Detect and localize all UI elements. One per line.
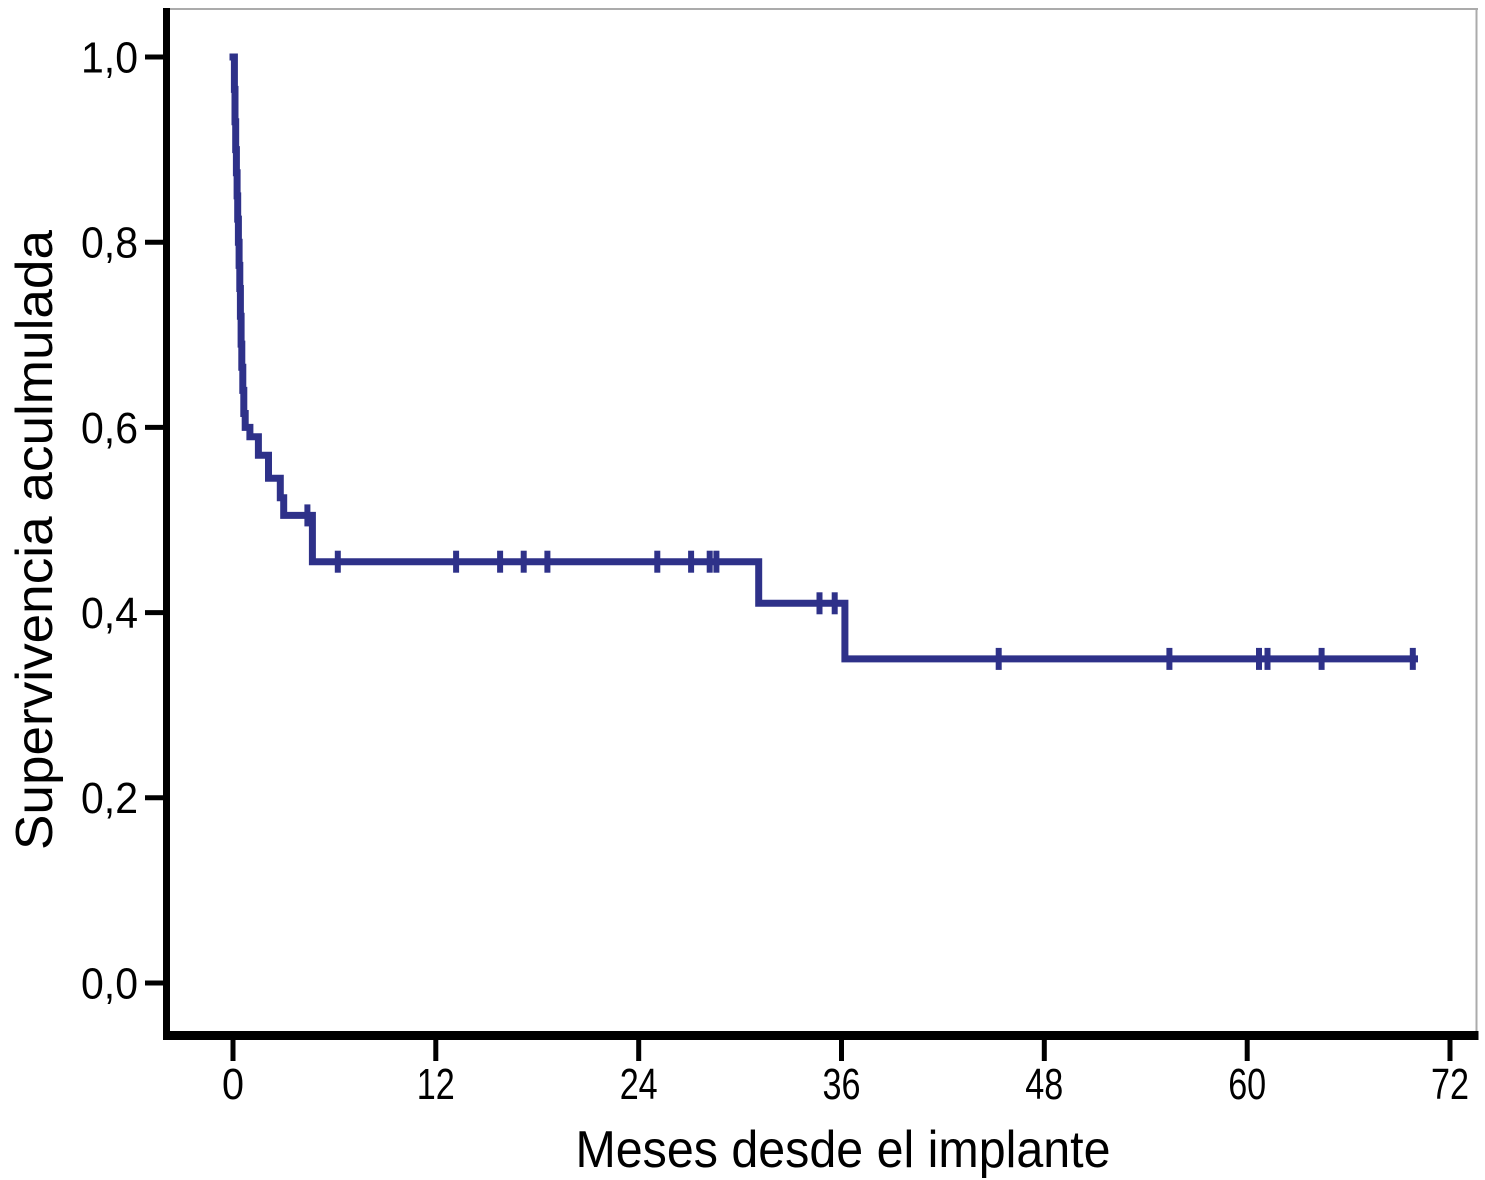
y-tick-label: 0,2 <box>81 774 138 823</box>
survival-curve <box>229 53 1418 663</box>
x-tick-label: 72 <box>1431 1060 1469 1109</box>
y-tick-label: 0,0 <box>81 959 138 1008</box>
x-tick-label: 36 <box>823 1060 861 1109</box>
y-tick-label: 0,6 <box>81 404 138 453</box>
y-tick-label: 1,0 <box>81 33 138 82</box>
y-axis-ticks: 1,0 0,8 0,6 0,4 0,2 0,0 <box>81 33 163 1008</box>
x-tick-label: 12 <box>417 1060 455 1109</box>
y-tick-label: 0,8 <box>81 219 138 268</box>
y-tick-label: 0,4 <box>81 589 138 638</box>
censor-marks <box>304 504 1416 670</box>
x-tick-label: 48 <box>1025 1060 1063 1109</box>
x-axis-ticks: 0 12 24 36 48 60 72 <box>222 1040 1469 1109</box>
y-axis-title: Supervivencia aculmulada <box>6 230 64 850</box>
x-tick-label: 0 <box>222 1060 244 1109</box>
x-axis-title: Meses desde el implante <box>576 1121 1111 1179</box>
x-tick-label: 60 <box>1228 1060 1266 1109</box>
x-tick-label: 24 <box>620 1060 658 1109</box>
